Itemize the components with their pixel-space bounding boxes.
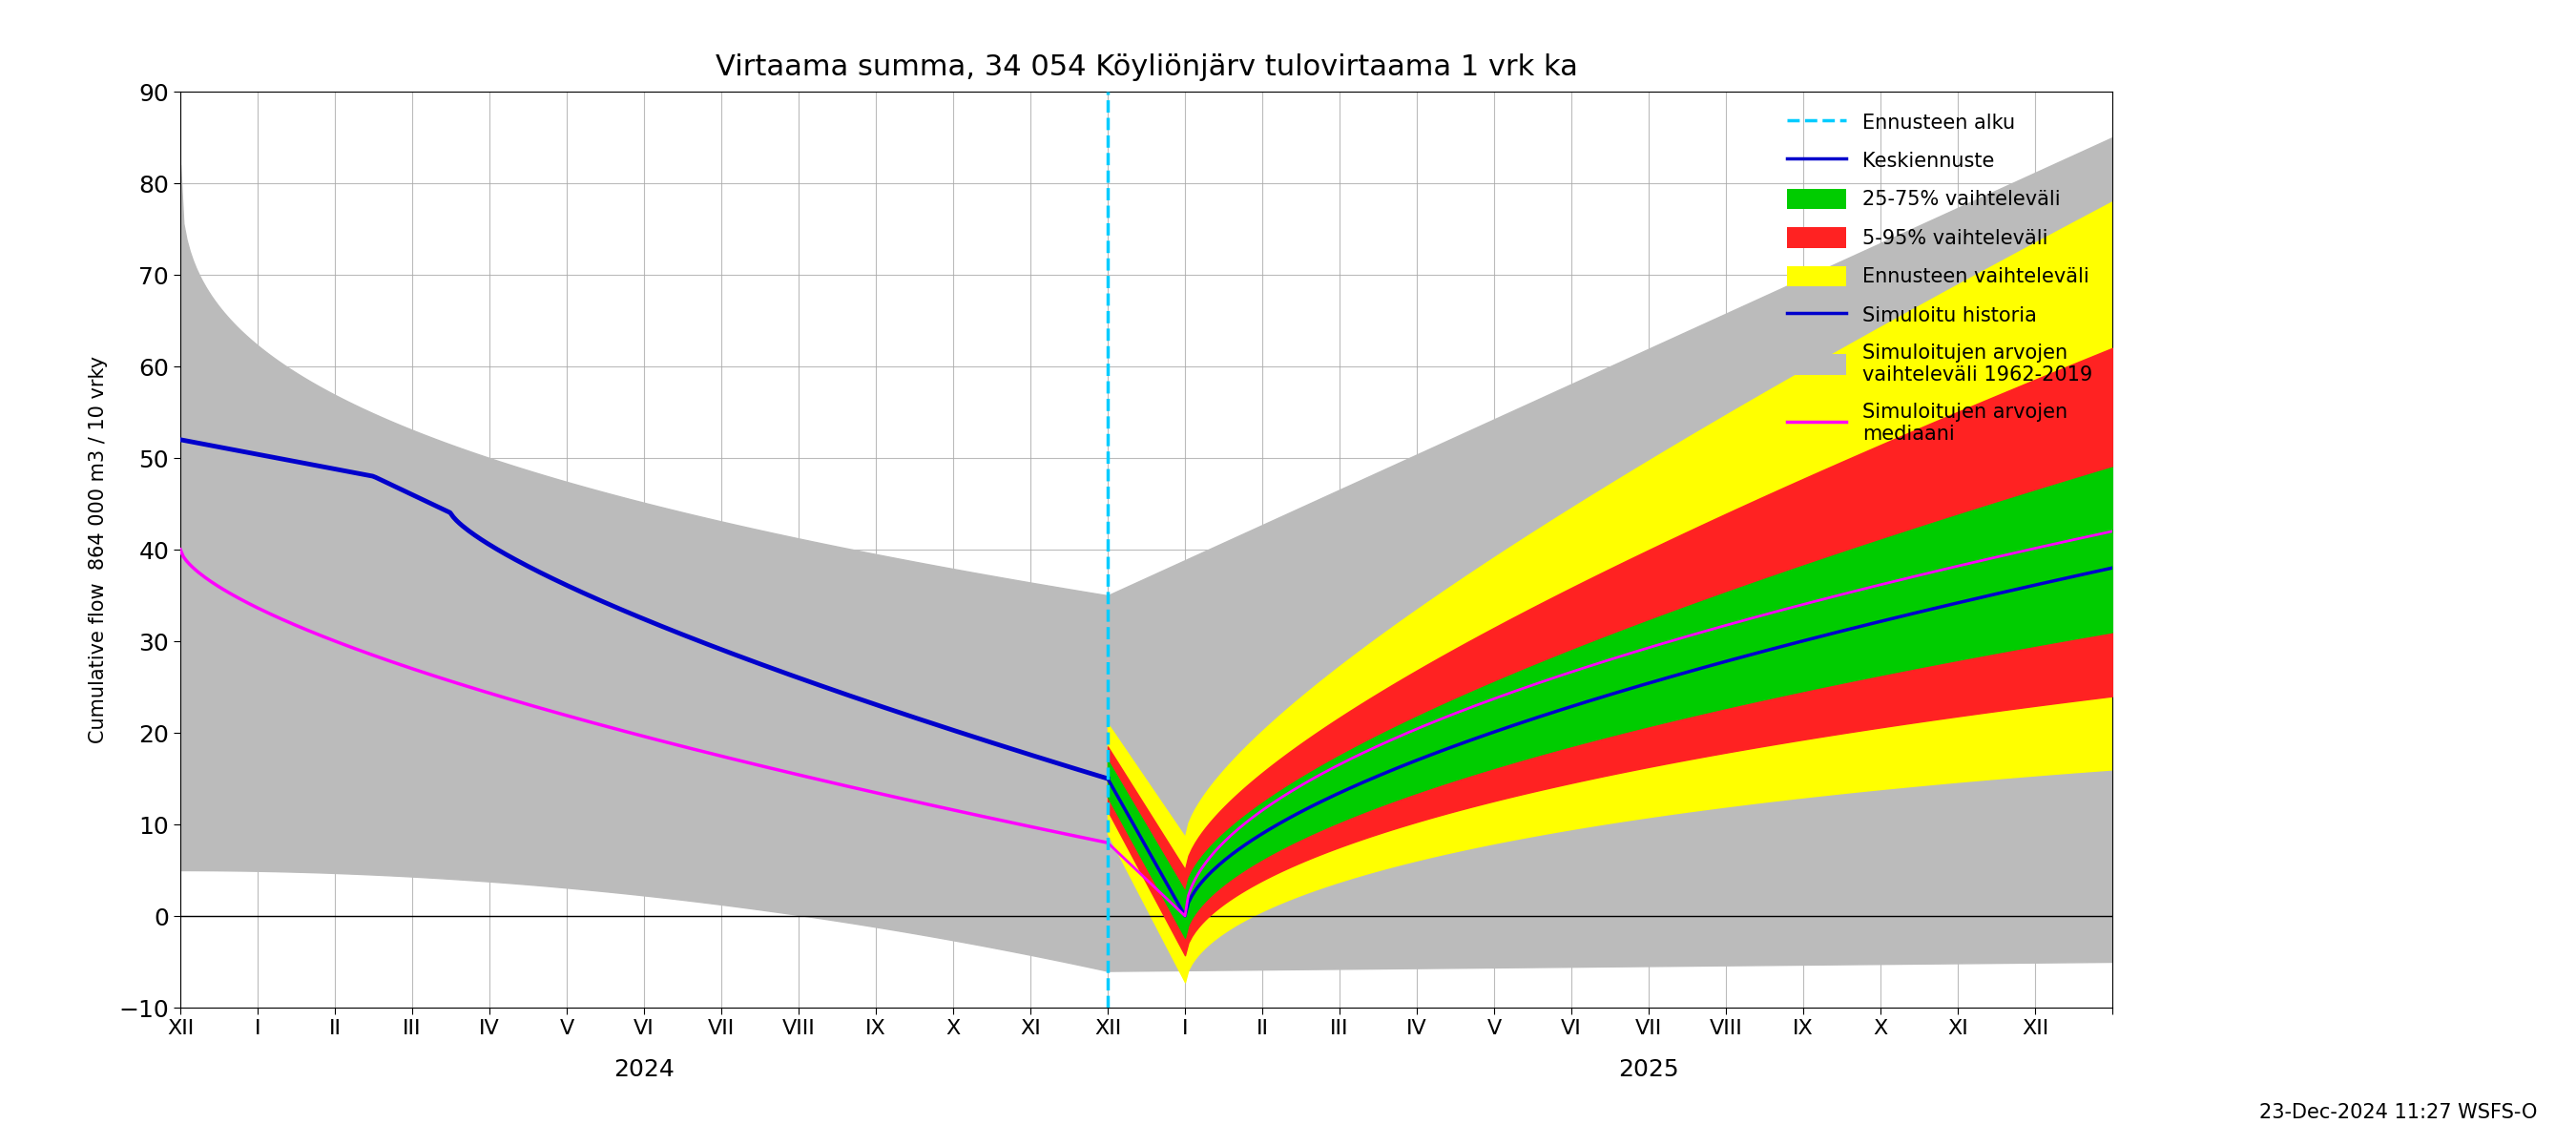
Text: 2024: 2024 [613,1058,675,1081]
Y-axis label: Cumulative flow  864 000 m3 / 10 vrky: Cumulative flow 864 000 m3 / 10 vrky [90,356,108,743]
Text: 2025: 2025 [1618,1058,1680,1081]
Title: Virtaama summa, 34 054 Köyliönjärv tulovirtaama 1 vrk ka: Virtaama summa, 34 054 Köyliönjärv tulov… [716,54,1577,81]
Legend: Ennusteen alku, Keskiennuste, 25-75% vaihteleväli, 5-95% vaihteleväli, Ennusteen: Ennusteen alku, Keskiennuste, 25-75% vai… [1777,102,2102,453]
Text: 23-Dec-2024 11:27 WSFS-O: 23-Dec-2024 11:27 WSFS-O [2259,1103,2537,1122]
